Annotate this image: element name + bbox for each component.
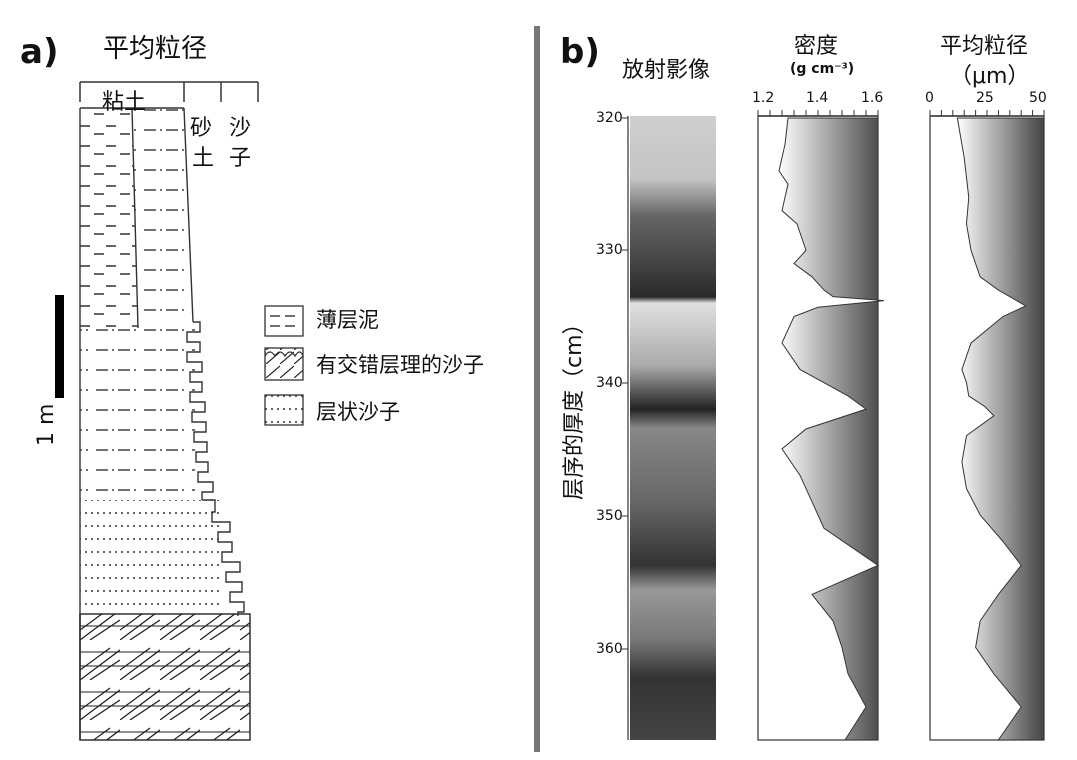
- radiograph-image: [630, 116, 716, 740]
- density-axis-ticks: [758, 110, 878, 116]
- grain-axis-ticks: [930, 110, 1044, 116]
- depth-axis: [622, 116, 628, 740]
